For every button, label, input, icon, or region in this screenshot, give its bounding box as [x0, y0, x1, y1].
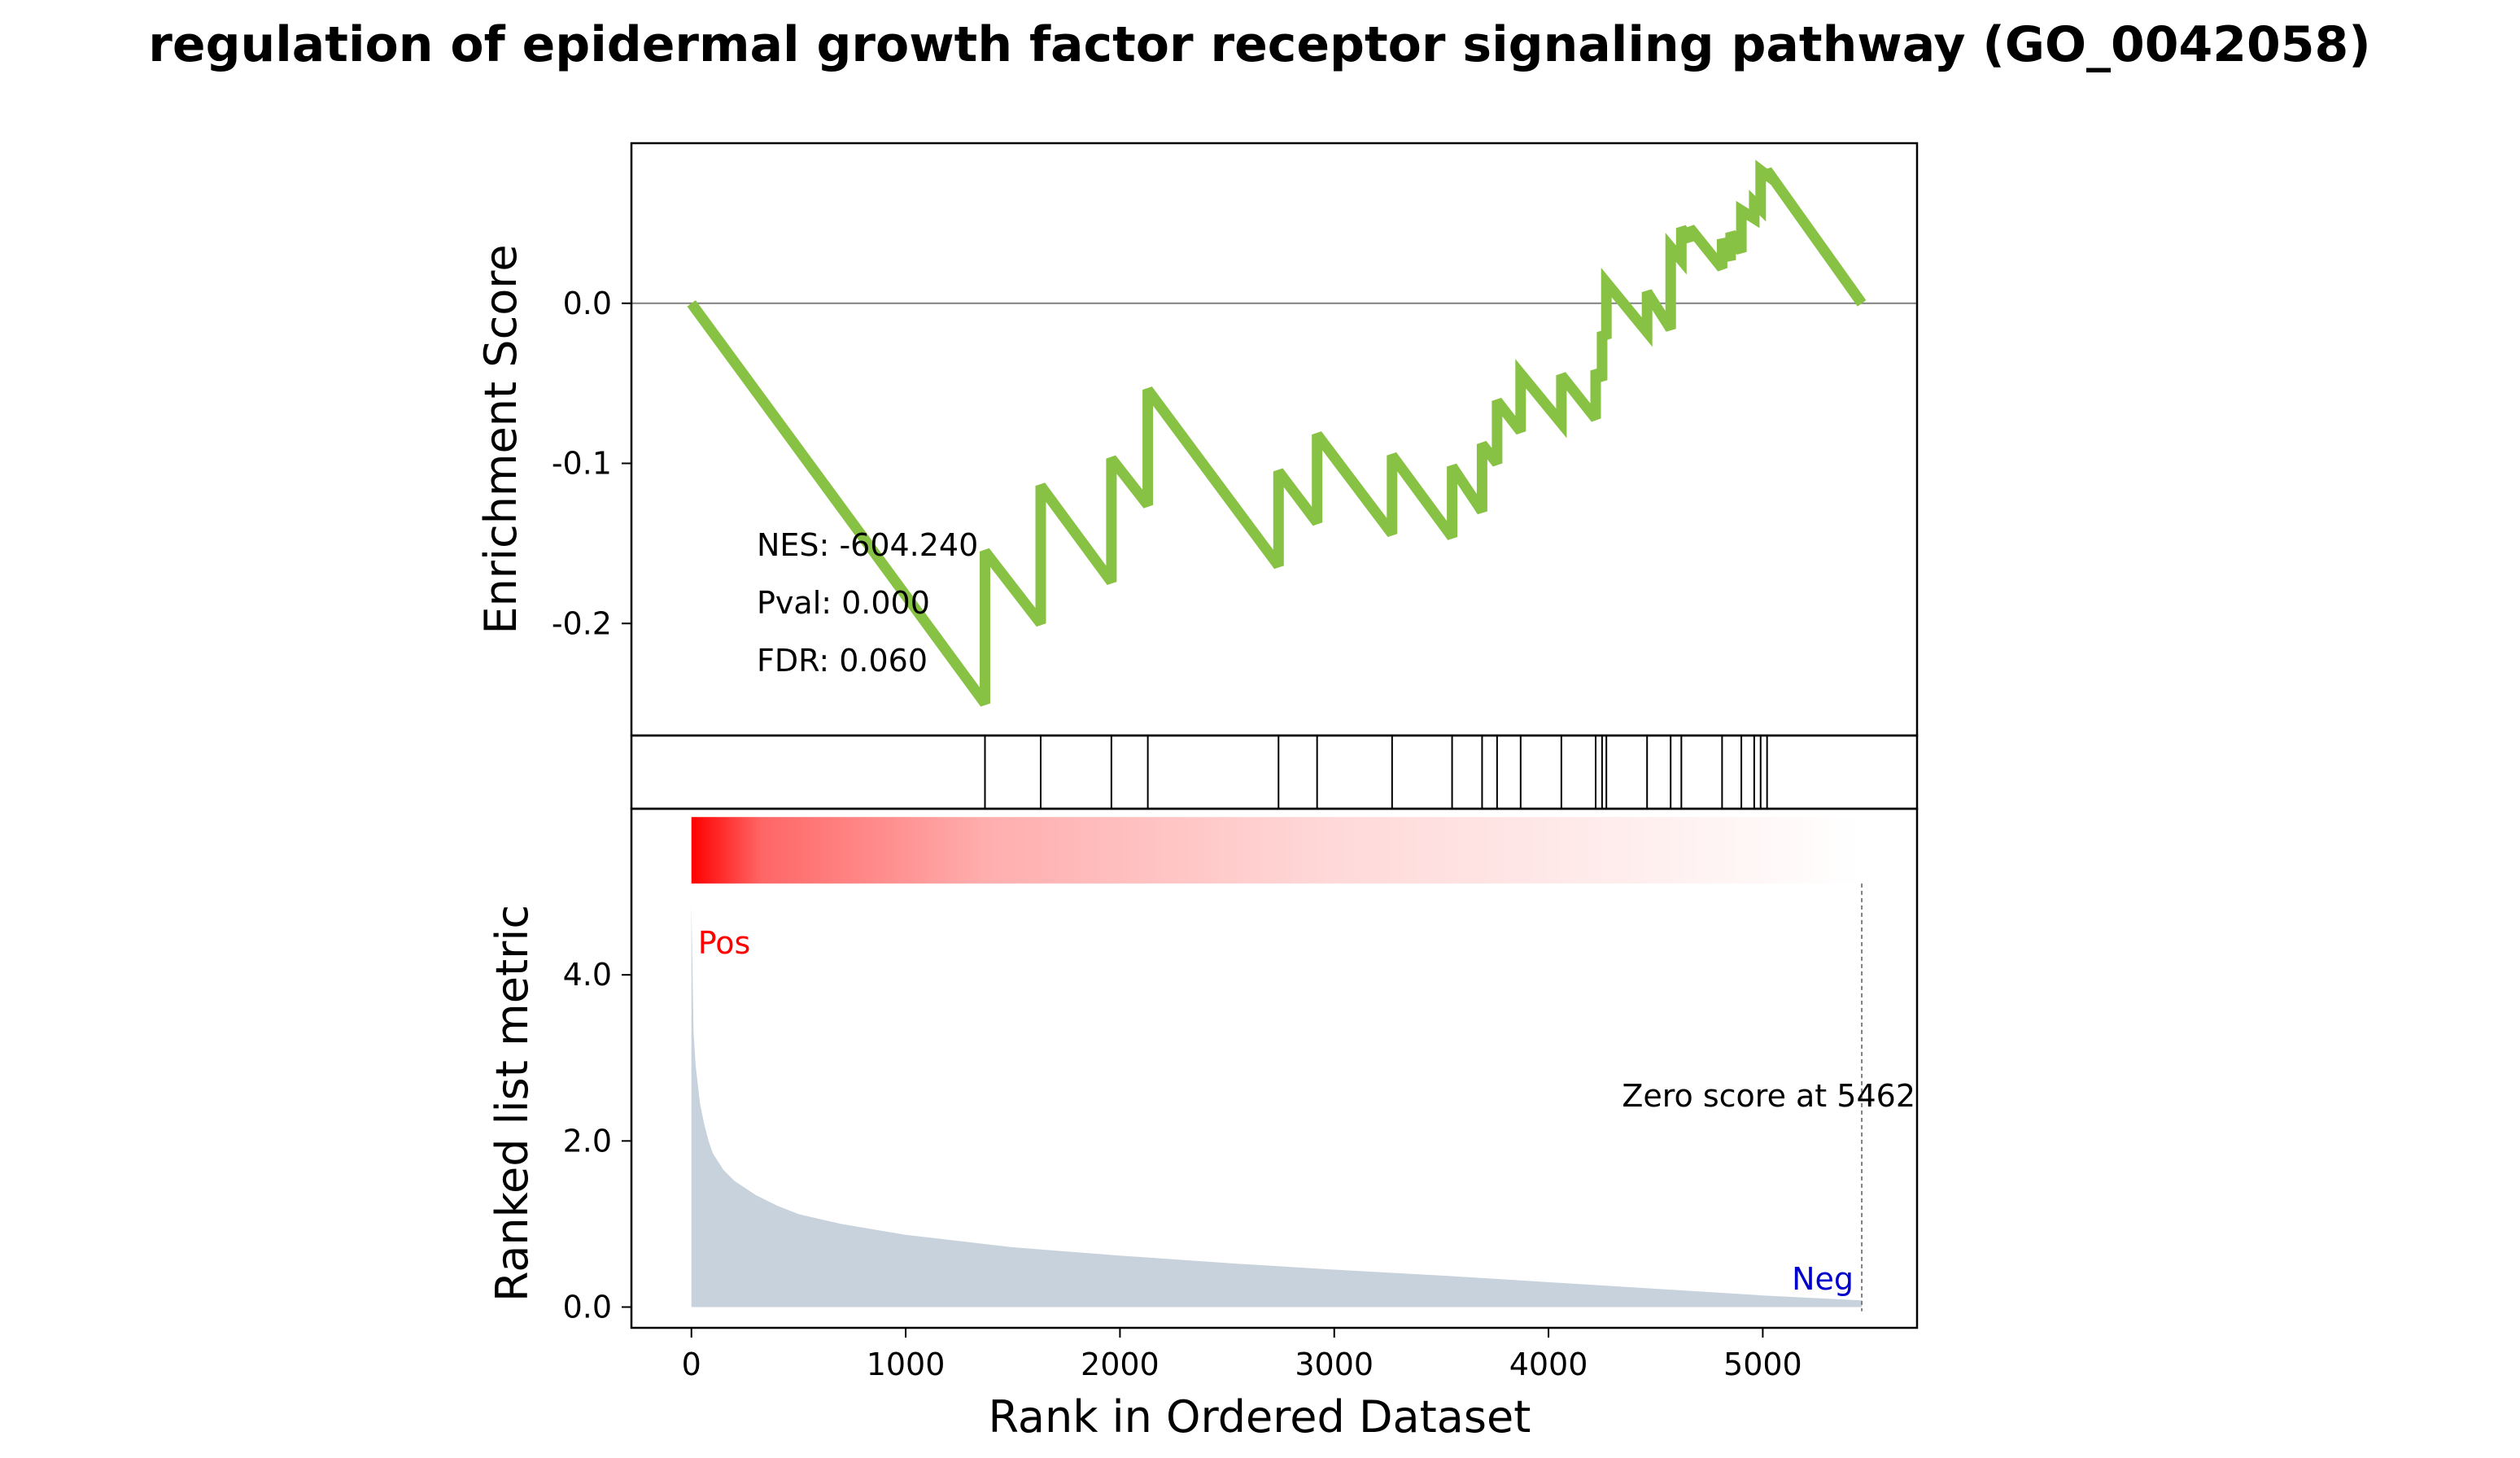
es-ytick-label: -0.2	[552, 605, 612, 641]
ranked-panel-frame	[630, 807, 1919, 1329]
xtick-label: 4000	[1509, 1347, 1588, 1382]
ranked-metric-panel: 0.0 2.0 4.0 Ranked list metric Pos Neg Zero sc…	[487, 807, 1919, 1329]
rank-ytick-label: 0.0	[563, 1289, 612, 1325]
neg-label: Neg	[1792, 1261, 1854, 1297]
es-ytick-label: -0.1	[552, 446, 612, 482]
zero-score-label: Zero score at 5462	[1622, 1078, 1915, 1114]
es-ytick-label: 0.0	[563, 286, 612, 321]
es-ylabel: Enrichment Score	[475, 244, 526, 634]
stat-annotation: FDR: 0.060	[757, 643, 928, 679]
xtick-label: 0	[682, 1347, 701, 1382]
stat-annotation: NES: -604.240	[757, 527, 978, 563]
xtick-label: 1000	[867, 1347, 946, 1382]
xtick-label: 5000	[1723, 1347, 1802, 1382]
stat-annotation: Pval: 0.000	[757, 585, 930, 621]
rank-ytick-label: 4.0	[563, 957, 612, 993]
chart-title: regulation of epidermal growth factor re…	[148, 16, 2370, 73]
rank-ytick-label: 2.0	[563, 1123, 612, 1159]
hits-panel-frame	[630, 734, 1919, 810]
x-axis-label: Rank in Ordered Dataset	[989, 1391, 1531, 1443]
pos-label: Pos	[698, 925, 751, 961]
ranked-metric-area	[691, 904, 1863, 1307]
enrichment-score-line	[687, 159, 1867, 707]
gene-hits-panel	[630, 734, 1919, 810]
enrichment-score-panel: 0.0 -0.1 -0.2 Enrichment Score NES: -604.240…	[475, 142, 1919, 737]
xtick-label: 2000	[1081, 1347, 1160, 1382]
x-axis: 0 1000 2000 3000 4000 5000	[682, 1328, 1802, 1382]
xtick-label: 3000	[1295, 1347, 1374, 1382]
rank-ylabel: Ranked list metric	[487, 905, 538, 1302]
rank-heat-strip	[691, 817, 1863, 884]
